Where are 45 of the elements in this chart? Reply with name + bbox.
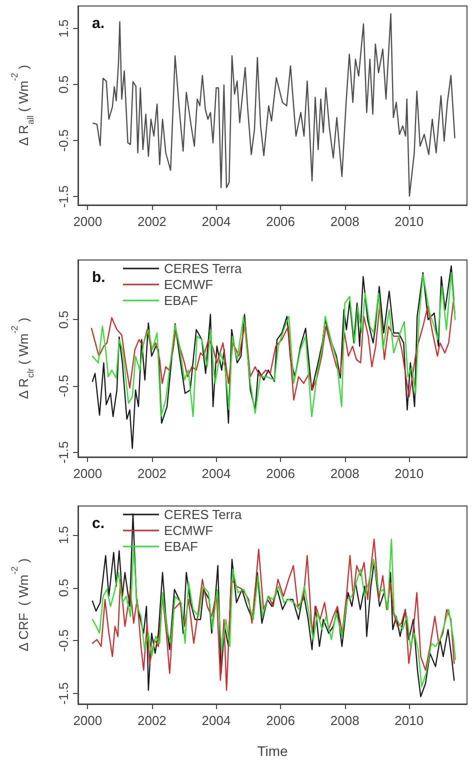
legend-label: EBAF bbox=[164, 293, 198, 308]
legend-label: EBAF bbox=[164, 539, 198, 554]
line-series bbox=[92, 13, 456, 197]
x-tick-label: 2006 bbox=[266, 214, 295, 229]
annotation: b. bbox=[92, 269, 106, 286]
x-tick-label: 2010 bbox=[394, 466, 424, 481]
y-tick-label: -1.5 bbox=[56, 441, 71, 464]
line-series bbox=[92, 265, 454, 449]
x-tick-label: 2004 bbox=[202, 466, 231, 481]
x-tick-label: 2000 bbox=[73, 713, 102, 728]
y-axis-title: Δ Rclr ( Wm-2 ) bbox=[10, 318, 36, 400]
annotation: c. bbox=[92, 515, 105, 532]
x-tick-label: 2002 bbox=[137, 214, 166, 229]
y-tick-label: 0.5 bbox=[56, 578, 71, 597]
y-tick-label: 0.5 bbox=[56, 310, 71, 329]
x-tick-label: 2002 bbox=[137, 466, 166, 481]
x-tick-label: 2004 bbox=[202, 214, 231, 229]
y-tick-label: 1.5 bbox=[56, 19, 71, 38]
x-tick-label: 2000 bbox=[73, 214, 102, 229]
y-axis-title: Δ Rall ( Wm-2 ) bbox=[10, 64, 36, 146]
legend-label: ECMWF bbox=[164, 277, 214, 292]
y-tick-label: -1.5 bbox=[56, 682, 71, 705]
x-tick-label: 2004 bbox=[202, 713, 231, 728]
y-tick-label: -0.5 bbox=[56, 374, 71, 398]
x-tick-label: 2008 bbox=[330, 713, 360, 728]
legend-label: CERES Terra bbox=[164, 261, 243, 276]
x-tick-label: 2008 bbox=[330, 214, 360, 229]
x-tick-label: 2000 bbox=[73, 466, 102, 481]
legend-label: CERES Terra bbox=[164, 507, 243, 522]
x-tick-label: 2006 bbox=[266, 466, 295, 481]
line-series bbox=[92, 272, 456, 418]
x-tick-label: 2002 bbox=[137, 713, 166, 728]
y-tick-label: 1.5 bbox=[56, 526, 71, 544]
y-axis-title: Δ CRF ( Wm-2 ) bbox=[10, 558, 31, 652]
x-tick-label: 2006 bbox=[266, 713, 295, 728]
legend-label: ECMWF bbox=[164, 523, 214, 538]
y-tick-label: 0.5 bbox=[56, 75, 71, 94]
y-tick-label: -0.5 bbox=[56, 129, 71, 152]
x-tick-label: 2010 bbox=[394, 214, 424, 229]
y-tick-label: -1.5 bbox=[56, 185, 71, 208]
x-axis-title: Time bbox=[257, 743, 288, 759]
annotation: a. bbox=[92, 15, 105, 32]
x-tick-label: 2008 bbox=[330, 466, 360, 481]
y-tick-label: -0.5 bbox=[56, 629, 71, 652]
x-tick-label: 2010 bbox=[394, 713, 424, 728]
